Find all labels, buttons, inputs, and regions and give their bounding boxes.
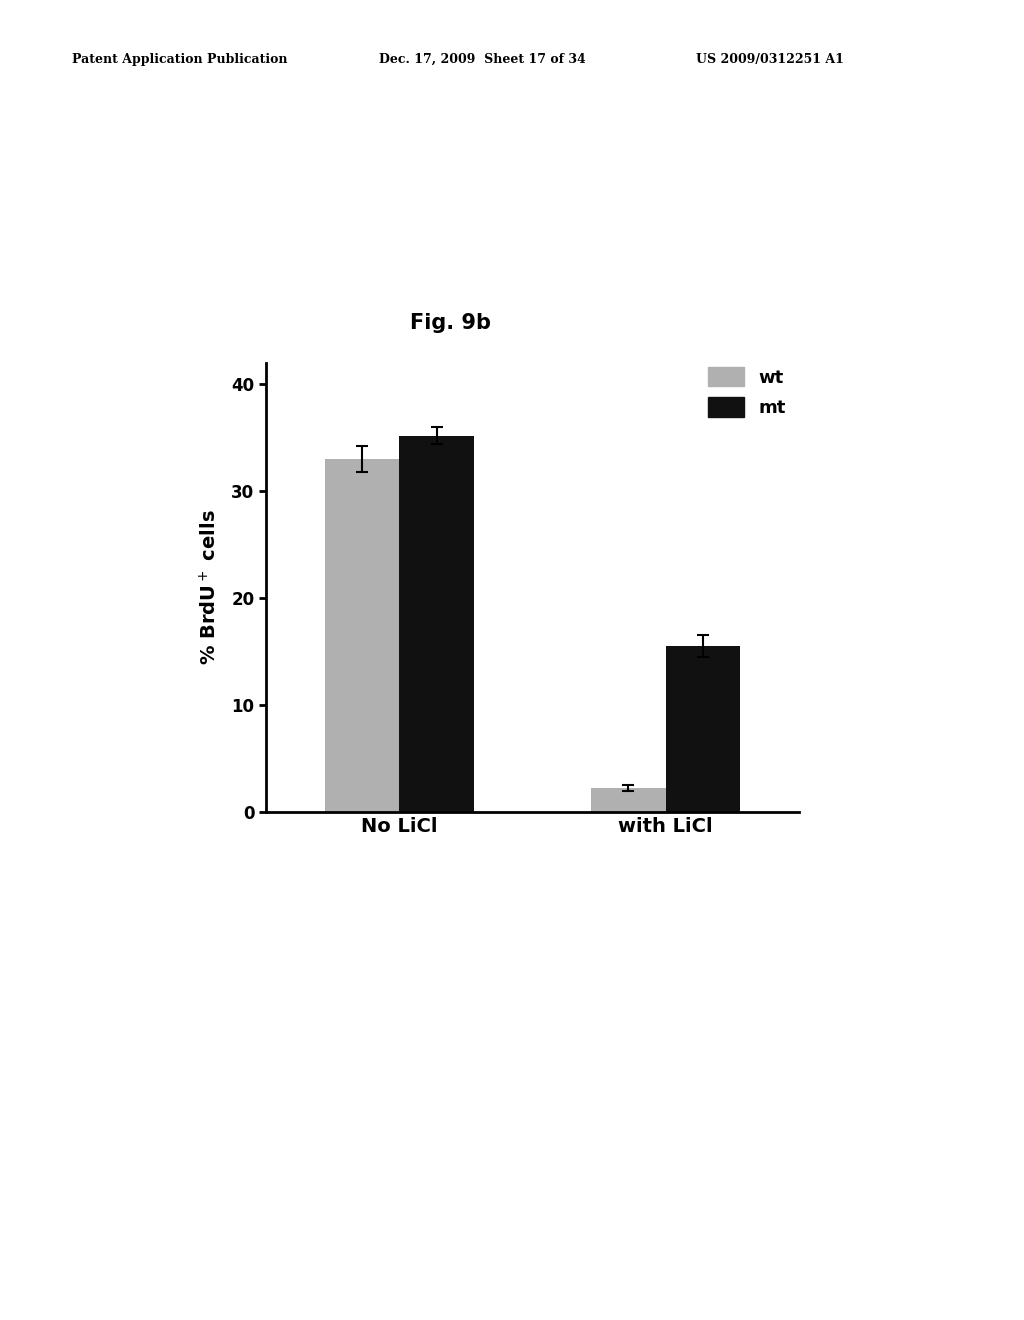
Y-axis label: % BrdU$^+$ cells: % BrdU$^+$ cells xyxy=(199,510,220,665)
Bar xyxy=(591,788,666,812)
Bar xyxy=(325,459,399,812)
Bar xyxy=(399,436,474,812)
Bar xyxy=(666,647,740,812)
Text: US 2009/0312251 A1: US 2009/0312251 A1 xyxy=(696,53,844,66)
Text: Dec. 17, 2009  Sheet 17 of 34: Dec. 17, 2009 Sheet 17 of 34 xyxy=(379,53,586,66)
Text: Patent Application Publication: Patent Application Publication xyxy=(72,53,287,66)
Legend: wt, mt: wt, mt xyxy=(705,363,790,421)
Text: Fig. 9b: Fig. 9b xyxy=(410,313,492,334)
